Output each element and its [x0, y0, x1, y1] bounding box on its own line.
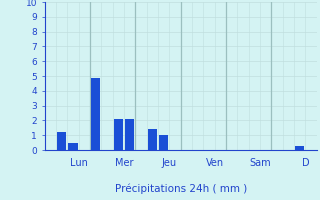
Text: Sam: Sam	[249, 158, 271, 168]
Bar	[57, 132, 67, 150]
Bar	[91, 78, 100, 150]
Text: Lun: Lun	[70, 158, 88, 168]
Text: Mer: Mer	[115, 158, 133, 168]
Bar	[68, 143, 78, 150]
Text: Ven: Ven	[206, 158, 224, 168]
Bar	[295, 146, 304, 150]
Bar	[125, 119, 134, 150]
Bar	[148, 129, 157, 150]
Bar	[159, 135, 168, 150]
Text: D: D	[302, 158, 309, 168]
Text: Précipitations 24h ( mm ): Précipitations 24h ( mm )	[115, 184, 247, 194]
Text: Jeu: Jeu	[162, 158, 177, 168]
Bar	[114, 119, 123, 150]
